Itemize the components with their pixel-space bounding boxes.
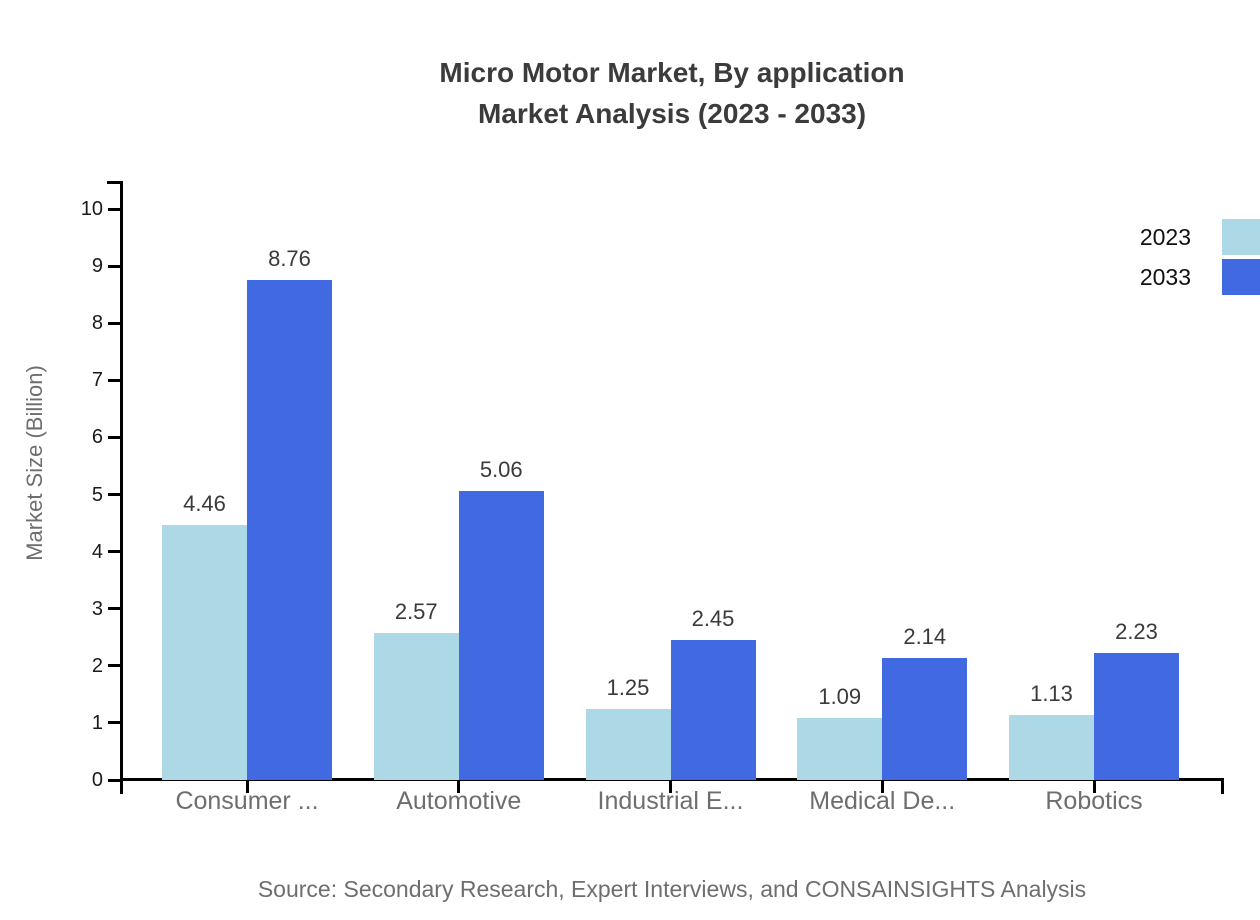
legend-item-2023: 2023 bbox=[1140, 219, 1260, 255]
x-axis-category-label: Industrial E... bbox=[597, 787, 744, 815]
legend: 2023 2033 bbox=[1140, 219, 1260, 299]
y-tick-label: 1 bbox=[91, 711, 103, 734]
y-tick-label: 0 bbox=[91, 769, 103, 791]
x-tick bbox=[669, 778, 672, 793]
y-tick-label: 10 bbox=[80, 198, 103, 220]
bar-2023 bbox=[373, 633, 459, 780]
y-axis-top-cap bbox=[107, 181, 123, 184]
bar-value-label: 4.46 bbox=[183, 491, 226, 517]
bar-value-label: 8.76 bbox=[268, 245, 311, 271]
bar-value-label: 2.57 bbox=[394, 599, 438, 625]
x-axis-category-label: Consumer ... bbox=[175, 787, 319, 815]
y-tick bbox=[108, 607, 121, 611]
y-tick-label: 7 bbox=[91, 369, 103, 392]
y-tick bbox=[108, 264, 121, 268]
bar-2033 bbox=[247, 279, 332, 780]
x-axis-category-label: Robotics bbox=[1045, 787, 1143, 815]
plot-area: 0 1 2 3 4 5 6 7 8 9 10 Consumer ... 4.46 8.76 Automoti… bbox=[81, 181, 1224, 815]
x-axis-left-cap bbox=[120, 778, 123, 794]
x-axis-category-label: Medical De... bbox=[809, 787, 956, 815]
y-tick-label: 9 bbox=[91, 255, 103, 278]
bar-2023 bbox=[585, 708, 671, 780]
y-tick bbox=[108, 721, 121, 725]
bar-2023 bbox=[1009, 715, 1094, 780]
chart-title-line2: Market Analysis (2023 - 2033) bbox=[477, 98, 867, 129]
legend-label-2033: 2033 bbox=[1139, 263, 1191, 290]
bar-value-label: 1.13 bbox=[1030, 681, 1073, 707]
chart-title-line1: Micro Motor Market, By application bbox=[439, 57, 905, 88]
bar-value-label: 2.45 bbox=[691, 606, 735, 632]
y-tick bbox=[108, 550, 121, 554]
legend-swatch-2033 bbox=[1222, 259, 1260, 295]
x-axis-right-cap bbox=[1221, 778, 1224, 794]
bar-2023 bbox=[797, 717, 883, 780]
y-tick-label: 5 bbox=[91, 483, 103, 506]
bar-value-label: 1.25 bbox=[606, 674, 650, 700]
bar-2033 bbox=[1094, 652, 1179, 780]
source-note: Source: Secondary Research, Expert Inter… bbox=[257, 876, 1087, 902]
bar-2033 bbox=[458, 491, 544, 780]
bar-2033 bbox=[670, 640, 756, 780]
y-tick bbox=[108, 378, 121, 382]
legend-swatch-2023 bbox=[1222, 219, 1260, 255]
y-tick-label: 6 bbox=[91, 426, 103, 449]
y-tick-label: 8 bbox=[91, 312, 103, 335]
bar-value-label: 5.06 bbox=[479, 457, 523, 483]
y-tick bbox=[108, 207, 121, 211]
y-tick-label: 4 bbox=[91, 540, 103, 563]
y-tick-label: 2 bbox=[91, 654, 103, 677]
x-tick bbox=[245, 778, 249, 793]
bar-value-label: 2.23 bbox=[1115, 618, 1158, 644]
y-axis-line bbox=[120, 181, 123, 781]
y-tick bbox=[108, 435, 121, 439]
x-tick bbox=[457, 778, 461, 793]
y-tick bbox=[108, 664, 121, 668]
bar-2033 bbox=[882, 657, 968, 780]
y-axis-title: Market Size (Billion) bbox=[22, 365, 47, 561]
y-tick bbox=[108, 778, 121, 782]
bar-value-label: 1.09 bbox=[818, 683, 862, 709]
y-tick-label: 3 bbox=[91, 597, 103, 620]
y-tick bbox=[108, 321, 121, 325]
bar-value-label: 2.14 bbox=[903, 623, 947, 649]
x-axis-category-label: Automotive bbox=[396, 787, 522, 815]
legend-label-2023: 2023 bbox=[1139, 223, 1191, 250]
x-tick bbox=[880, 778, 884, 793]
bar-2023 bbox=[162, 525, 247, 780]
y-tick bbox=[108, 493, 121, 496]
legend-item-2033: 2033 bbox=[1140, 259, 1260, 295]
x-tick bbox=[1092, 778, 1096, 793]
chart-title: Micro Motor Market, By application Marke… bbox=[122, 52, 1222, 134]
